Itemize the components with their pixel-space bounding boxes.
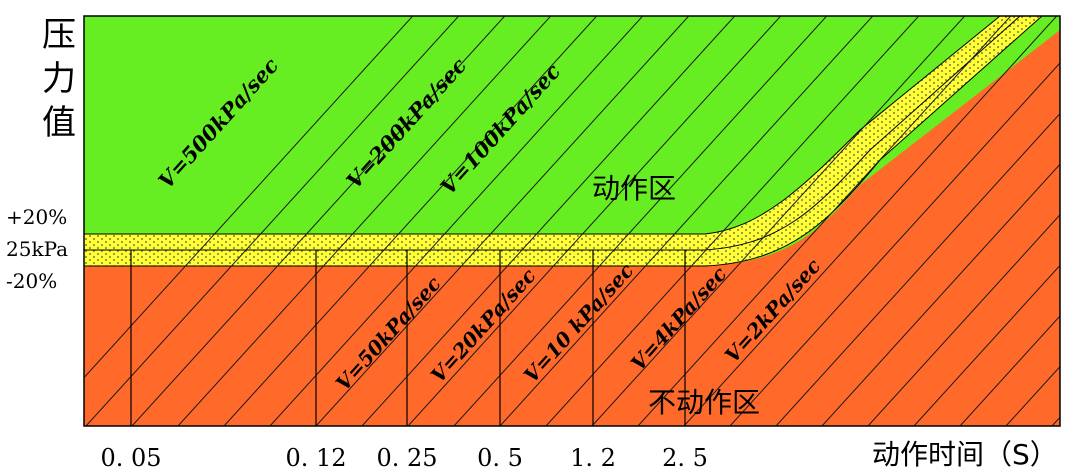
rate-line	[867, 214, 1060, 426]
time-markers	[130, 250, 686, 426]
rate-line	[591, 16, 966, 426]
plot-border	[83, 15, 1061, 427]
rate-line	[775, 112, 1060, 426]
no-action-zone-label: 不动作区	[648, 386, 760, 419]
rate-line	[315, 16, 690, 426]
x-tick-label: 0. 12	[285, 444, 346, 472]
setpoint-label: 25kPa	[6, 237, 68, 261]
y-axis-label-1: 压	[42, 15, 76, 55]
x-tick-label: 2. 5	[662, 444, 708, 472]
x-tick-label: 1. 2	[570, 444, 616, 472]
tolerance-band	[83, 15, 1044, 267]
rate-line	[959, 315, 1060, 426]
x-tick-label: 0. 05	[100, 444, 161, 472]
lower-tolerance-label: -20%	[6, 269, 57, 293]
rate-line	[84, 16, 414, 379]
rate-line	[499, 16, 874, 426]
x-tick-labels: 0. 05 0. 12 0. 25 0. 5 1. 2 2. 5	[100, 444, 707, 472]
setpoint-line	[84, 15, 1021, 251]
x-tick-label: 0. 25	[376, 444, 437, 472]
rate-line	[85, 16, 460, 426]
rate-line	[637, 16, 1012, 426]
rate-line	[683, 16, 1058, 426]
rate-line	[545, 16, 920, 426]
rate-line	[269, 16, 644, 426]
no-action-zone	[84, 30, 1060, 426]
x-axis-label: 动作时间（S）	[872, 438, 1058, 471]
rate-line	[223, 16, 598, 426]
rate-line	[453, 16, 828, 426]
action-zone-label: 动作区	[592, 172, 676, 205]
x-tick-label: 0. 5	[477, 444, 523, 472]
rate-line	[361, 16, 736, 426]
rate-line	[407, 16, 782, 426]
rate-line	[913, 264, 1060, 426]
y-axis-label-2: 力	[42, 59, 76, 99]
rate-lines	[84, 16, 1060, 426]
y-axis-label-3: 值	[42, 103, 76, 143]
upper-tolerance-label: +20%	[6, 205, 67, 229]
rate-line	[729, 62, 1060, 426]
rate-line	[177, 16, 552, 426]
rate-line	[821, 163, 1060, 426]
rate-line	[131, 16, 506, 426]
